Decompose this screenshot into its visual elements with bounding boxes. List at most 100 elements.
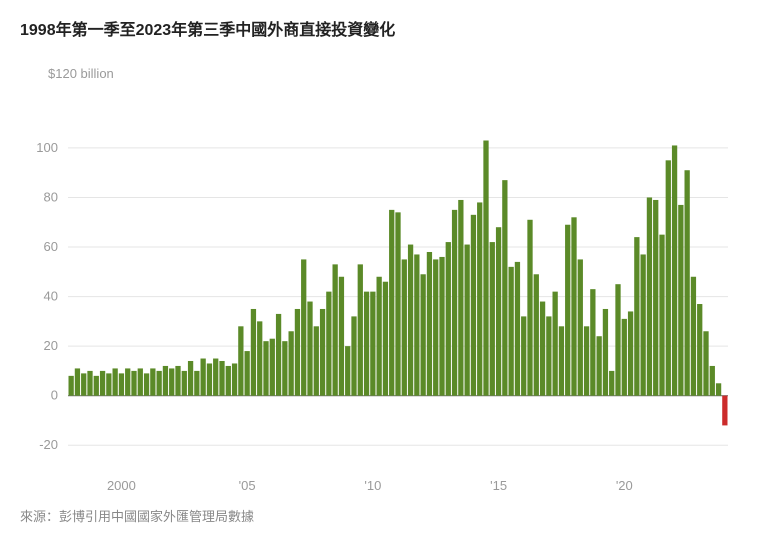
bar: [282, 341, 287, 396]
bar: [414, 254, 419, 395]
bar: [672, 145, 677, 395]
bar: [597, 336, 602, 395]
bar: [458, 200, 463, 396]
bar: [377, 277, 382, 396]
chart-source: 來源：彭博引用中國國家外匯管理局數據: [20, 506, 740, 525]
bar: [628, 311, 633, 395]
bar: [370, 292, 375, 396]
bar: [138, 368, 143, 395]
bar: [578, 259, 583, 395]
y-tick-label: 100: [36, 140, 58, 155]
bar: [571, 217, 576, 395]
bar: [87, 371, 92, 396]
bar: [169, 368, 174, 395]
bar: [515, 262, 520, 396]
y-tick-label: 20: [44, 338, 58, 353]
bar: [257, 321, 262, 395]
bar: [641, 254, 646, 395]
x-tick-label: 2000: [107, 478, 136, 493]
bar: [238, 326, 243, 395]
bar: [245, 351, 250, 396]
bar: [540, 302, 545, 396]
bar: [307, 302, 312, 396]
bar: [383, 282, 388, 396]
bar: [131, 371, 136, 396]
y-tick-label: 0: [51, 388, 58, 403]
bar: [345, 346, 350, 396]
bar: [678, 205, 683, 396]
bar: [125, 368, 130, 395]
bar: [521, 316, 526, 395]
bar: [509, 267, 514, 396]
bar: [421, 274, 426, 395]
bar: [295, 309, 300, 396]
bar: [502, 180, 507, 396]
bar: [553, 292, 558, 396]
bar: [207, 363, 212, 395]
bar: [408, 245, 413, 396]
x-tick-label: '15: [490, 478, 507, 493]
bar: [609, 371, 614, 396]
bar: [647, 197, 652, 395]
bar: [402, 259, 407, 395]
bar: [314, 326, 319, 395]
bar: [94, 376, 99, 396]
bar: [527, 220, 532, 396]
bar: [716, 383, 721, 395]
bar: [622, 319, 627, 396]
bar: [75, 368, 80, 395]
bar: [439, 257, 444, 396]
bar: [333, 264, 338, 395]
bar: [301, 259, 306, 395]
bar: [615, 284, 620, 395]
bar: [722, 396, 727, 426]
bar: [565, 225, 570, 396]
bar: [201, 359, 206, 396]
bar: [603, 309, 608, 396]
bar: [100, 371, 105, 396]
bar: [703, 331, 708, 395]
bar: [326, 292, 331, 396]
bar: [163, 366, 168, 396]
bar: [144, 373, 149, 395]
bar: [263, 341, 268, 396]
bar: [685, 170, 690, 395]
bar: [433, 259, 438, 395]
bar: [666, 160, 671, 395]
bar: [697, 304, 702, 396]
bar: [710, 366, 715, 396]
bar: [477, 202, 482, 395]
bar: [251, 309, 256, 396]
bar: [175, 366, 180, 396]
bar: [452, 210, 457, 396]
bar: [81, 373, 86, 395]
bar: [483, 141, 488, 396]
bar: [534, 274, 539, 395]
bar: [490, 242, 495, 396]
bar: [113, 368, 118, 395]
bar: [590, 289, 595, 396]
bar: [289, 331, 294, 395]
bar: [194, 371, 199, 396]
bar: [659, 235, 664, 396]
bar: [182, 371, 187, 396]
bar: [395, 212, 400, 395]
bar: [270, 339, 275, 396]
chart-title: 1998年第一季至2023年第三季中國外商直接投資變化: [20, 16, 740, 40]
y-tick-label: 60: [44, 239, 58, 254]
y-tick-label: 80: [44, 189, 58, 204]
bar: [219, 361, 224, 396]
bar: [691, 277, 696, 396]
y-tick-label: -20: [39, 437, 58, 452]
x-tick-label: '20: [616, 478, 633, 493]
y-axis-title: $120 billion: [48, 66, 114, 81]
bar: [389, 210, 394, 396]
y-tick-label: 40: [44, 289, 58, 304]
bar: [496, 227, 501, 395]
bar: [351, 316, 356, 395]
bar: [339, 277, 344, 396]
bar: [226, 366, 231, 396]
bar: [364, 292, 369, 396]
bar: [232, 363, 237, 395]
bar: [546, 316, 551, 395]
